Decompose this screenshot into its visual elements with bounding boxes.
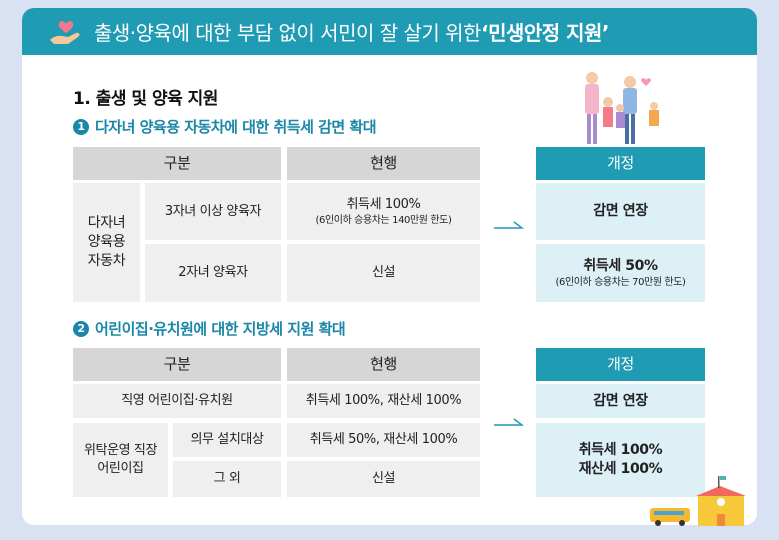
t2-row2-category: 의무 설치대상 xyxy=(173,423,281,457)
t2-row3-category: 그 외 xyxy=(173,461,281,497)
number-badge: 2 xyxy=(73,320,89,337)
t2-row2-current: 취득세 50%, 재산세 100% xyxy=(287,423,480,457)
header-title: 출생·양육에 대한 부담 없이 서민이 잘 살기 위한 xyxy=(94,21,481,45)
t1-row1-current-value: 취득세 100% xyxy=(346,196,421,212)
arrow-icon xyxy=(494,221,524,229)
t2-row1-category: 직영 어린이집·유치원 xyxy=(73,384,281,418)
header-band: 출생·양육에 대한 부담 없이 서민이 잘 살기 위한 ‘민생안정 지원’ xyxy=(22,8,757,55)
t1-header-category: 구분 xyxy=(73,147,281,180)
t1-row2-category: 2자녀 양육자 xyxy=(145,244,281,302)
t1-header-revised: 개정 xyxy=(536,147,705,180)
school-bus-illustration xyxy=(650,476,746,526)
t2-header-revised: 개정 xyxy=(536,348,705,381)
number-badge: 1 xyxy=(73,118,89,135)
subsection-1-title: 1 다자녀 양육용 자동차에 대한 취득세 감면 확대 xyxy=(73,116,377,137)
t2-revised-line1: 취득세 100% xyxy=(578,442,663,459)
t2-header-current: 현행 xyxy=(287,348,480,381)
t1-row1-category: 3자녀 이상 양육자 xyxy=(145,183,281,240)
t1-row2-current: 신설 xyxy=(287,244,480,302)
t1-row1-revised: 감면 연장 xyxy=(536,183,705,240)
heart-hand-icon xyxy=(50,21,80,44)
t1-row2-revised-value: 취득세 50% xyxy=(583,257,658,274)
section-title: 1. 출생 및 양육 지원 xyxy=(73,89,218,109)
subsection-2-title: 2 어린이집·유치원에 대한 지방세 지원 확대 xyxy=(73,318,346,339)
t2-row1-revised: 감면 연장 xyxy=(536,384,705,418)
t2-row1-current: 취득세 100%, 재산세 100% xyxy=(287,384,480,418)
arrow-icon xyxy=(494,418,524,426)
t1-header-current: 현행 xyxy=(287,147,480,180)
t2-group-cell: 위탁운영 직장어린이집 xyxy=(73,423,168,497)
t2-row3-current: 신설 xyxy=(287,461,480,497)
t1-row2-revised-note: (6인이하 승용차는 70만원 한도) xyxy=(555,276,686,288)
t1-row1-current: 취득세 100% (6인이하 승용차는 140만원 한도) xyxy=(287,183,480,240)
t2-header-category: 구분 xyxy=(73,348,281,381)
t2-revised-line2: 재산세 100% xyxy=(578,461,663,477)
t1-row2-revised: 취득세 50% (6인이하 승용차는 70만원 한도) xyxy=(536,244,705,302)
t1-row1-current-note: (6인이하 승용차는 140만원 한도) xyxy=(315,214,452,226)
header-title-bold: ‘민생안정 지원’ xyxy=(480,21,610,45)
subsection-2-text: 어린이집·유치원에 대한 지방세 지원 확대 xyxy=(95,320,346,338)
family-illustration xyxy=(585,72,659,144)
t1-group-cell: 다자녀 양육용 자동차 xyxy=(73,183,140,302)
t2-row2-revised: 취득세 100% 재산세 100% xyxy=(536,423,705,497)
subsection-1-text: 다자녀 양육용 자동차에 대한 취득세 감면 확대 xyxy=(95,118,377,136)
